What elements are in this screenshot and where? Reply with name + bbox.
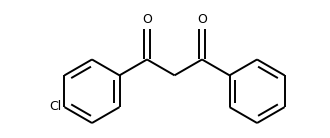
Text: O: O (197, 13, 207, 26)
Text: Cl: Cl (50, 100, 62, 113)
Text: O: O (142, 13, 152, 26)
